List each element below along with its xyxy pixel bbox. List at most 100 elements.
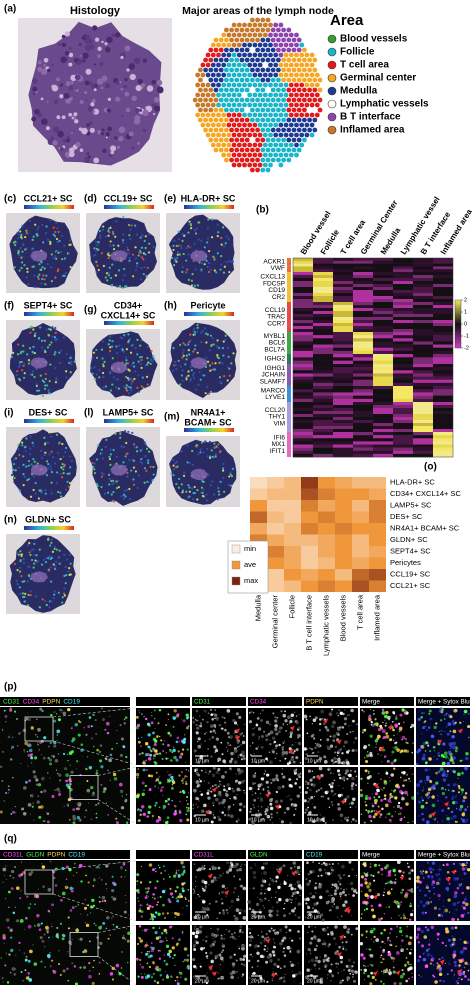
heatmap-cell xyxy=(284,546,301,558)
micrograph-signal xyxy=(5,918,10,922)
micrograph-signal xyxy=(8,906,10,909)
area-spot xyxy=(252,112,258,118)
tissue-spot xyxy=(133,377,136,381)
tissue-spot xyxy=(191,487,194,490)
area-spot xyxy=(252,122,258,128)
tissue-spot xyxy=(115,480,118,483)
histology-texture xyxy=(58,43,61,46)
micrograph-signal xyxy=(236,898,240,902)
micrograph-signal xyxy=(18,873,22,878)
micrograph-signal xyxy=(12,810,15,814)
heatmap-cell xyxy=(413,450,433,455)
tissue-spot xyxy=(216,223,219,226)
heatmap-cell xyxy=(393,405,413,409)
stain-label: CD31 xyxy=(3,699,20,706)
area-spot xyxy=(262,92,268,98)
micrograph-signal xyxy=(214,745,215,747)
heatmap-cell xyxy=(313,405,333,409)
area-spot xyxy=(307,107,312,113)
heatmap-cell xyxy=(293,290,313,294)
tissue-spot xyxy=(126,475,129,478)
micrograph-signal xyxy=(94,719,97,722)
micrograph-signal xyxy=(162,878,165,880)
micrograph-signal xyxy=(394,758,397,762)
micrograph-signal xyxy=(226,912,229,915)
tissue-spot xyxy=(110,493,113,496)
histology-texture xyxy=(65,97,72,104)
tissue-spot xyxy=(32,328,35,331)
micrograph-signal xyxy=(172,748,176,753)
micrograph-signal xyxy=(22,871,26,875)
micrograph-signal xyxy=(297,741,302,746)
micrograph-signal xyxy=(185,769,188,771)
tissue-spot xyxy=(151,360,154,363)
row-label: NR4A1+ BCAM+ SC xyxy=(390,524,460,533)
micrograph-signal xyxy=(452,745,456,750)
micrograph-signal xyxy=(220,727,223,730)
area-spot xyxy=(286,117,292,123)
area-spot xyxy=(262,62,268,68)
micrograph-signal xyxy=(89,940,91,943)
heatmap-cell xyxy=(313,278,333,282)
micrograph-signal xyxy=(195,880,196,882)
micrograph-signal xyxy=(424,750,427,752)
histology-texture xyxy=(135,110,139,114)
micrograph-signal xyxy=(295,897,297,900)
tissue-spot xyxy=(122,350,125,353)
header-strip xyxy=(136,697,190,706)
micrograph-signal xyxy=(446,770,450,773)
area-spot xyxy=(236,132,242,138)
tissue-spot xyxy=(137,390,141,393)
micrograph-signal xyxy=(120,967,123,969)
heatmap-cell xyxy=(373,326,393,330)
tissue-spot xyxy=(18,269,21,272)
heatmap-cell xyxy=(373,438,393,442)
micrograph-signal xyxy=(171,778,175,782)
heatmap-cell xyxy=(373,395,393,400)
gene-label: JCHAIN xyxy=(262,372,286,379)
micrograph-signal xyxy=(144,759,148,762)
micrograph-signal xyxy=(49,860,52,863)
tissue-spot xyxy=(116,378,119,382)
area-spot xyxy=(239,117,245,123)
histology-texture xyxy=(137,78,144,85)
area-spot xyxy=(286,57,292,63)
area-spot xyxy=(257,42,263,48)
micrograph-signal xyxy=(242,735,245,737)
micrograph-signal xyxy=(225,895,228,898)
area-spot xyxy=(234,127,240,133)
micrograph-signal xyxy=(181,778,184,780)
histology-texture xyxy=(73,112,78,117)
micrograph-signal xyxy=(14,866,17,868)
micrograph-signal xyxy=(19,897,22,899)
micrograph-signal xyxy=(306,786,309,789)
area-spot xyxy=(205,112,211,118)
micrograph-signal xyxy=(31,805,34,808)
micrograph-signal xyxy=(11,745,15,749)
area-spot xyxy=(270,137,276,143)
tissue-spot xyxy=(127,252,131,255)
area-spot xyxy=(229,87,235,93)
tissue-spot xyxy=(109,389,113,392)
micrograph-signal xyxy=(410,723,415,728)
tissue-spot xyxy=(230,475,234,478)
micrograph-signal xyxy=(467,725,471,729)
micrograph-signal xyxy=(275,732,279,736)
micrograph-signal xyxy=(157,897,159,899)
area-spot xyxy=(294,82,299,88)
micrograph-signal xyxy=(197,783,201,788)
micrograph-signal xyxy=(33,756,38,760)
micrograph-signal xyxy=(323,755,327,759)
area-spot xyxy=(278,152,284,158)
area-spot xyxy=(236,62,242,68)
colorbar-tick-label: 0 xyxy=(464,321,467,327)
tissue-spot xyxy=(117,269,121,272)
micrograph-signal xyxy=(137,737,140,739)
area-spot xyxy=(226,62,232,68)
heatmap-cell xyxy=(333,260,353,264)
micrograph-signal xyxy=(272,712,275,715)
tissue-spot xyxy=(199,378,202,381)
micrograph-signal xyxy=(228,865,231,869)
micrograph-signal xyxy=(339,776,342,780)
heatmap-cell xyxy=(373,320,393,324)
